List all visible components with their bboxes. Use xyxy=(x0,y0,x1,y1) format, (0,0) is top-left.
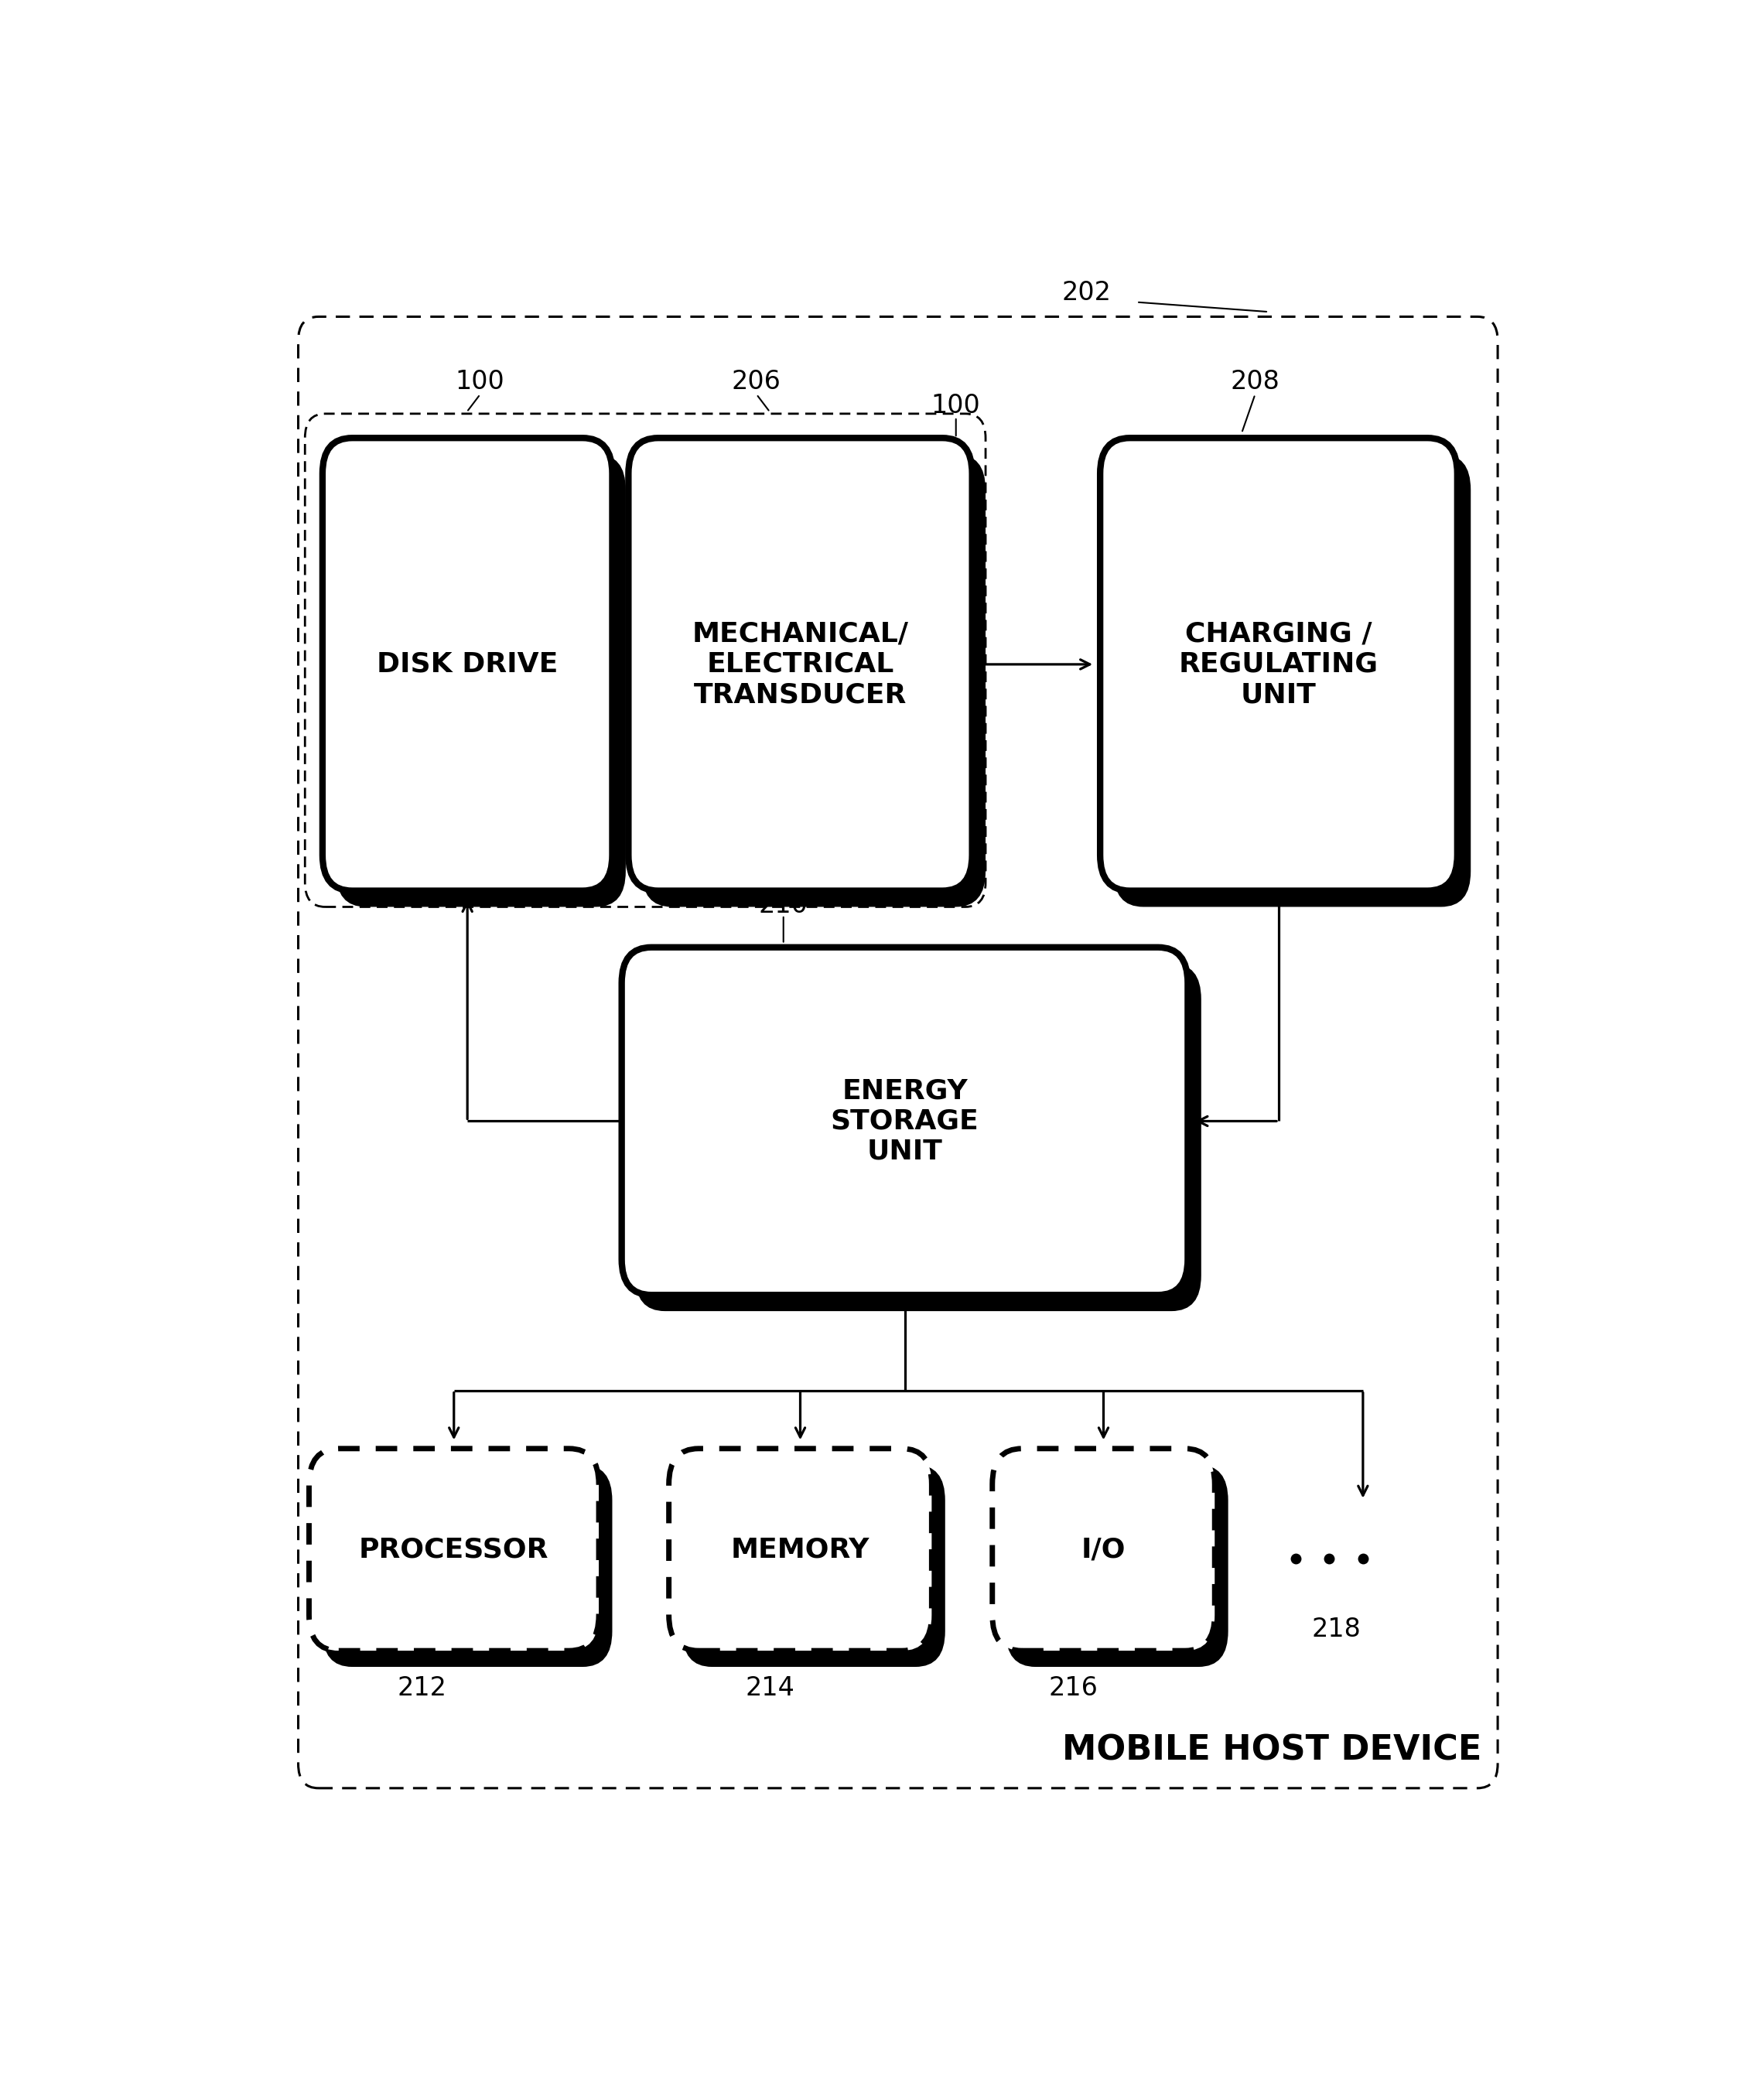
Text: 214: 214 xyxy=(746,1676,795,1701)
FancyBboxPatch shape xyxy=(322,1466,612,1667)
Text: 210: 210 xyxy=(758,892,809,918)
Text: I/O: I/O xyxy=(1082,1537,1125,1562)
FancyBboxPatch shape xyxy=(336,454,626,907)
FancyBboxPatch shape xyxy=(1005,1466,1228,1667)
Text: DISK DRIVE: DISK DRIVE xyxy=(377,651,558,678)
FancyBboxPatch shape xyxy=(993,1449,1214,1651)
Text: 100: 100 xyxy=(932,393,981,418)
FancyBboxPatch shape xyxy=(682,1466,946,1667)
FancyBboxPatch shape xyxy=(1113,454,1471,907)
FancyBboxPatch shape xyxy=(1101,439,1457,890)
FancyBboxPatch shape xyxy=(623,947,1188,1296)
Text: 208: 208 xyxy=(1231,370,1280,395)
Text: MOBILE HOST DEVICE: MOBILE HOST DEVICE xyxy=(1063,1735,1482,1766)
Text: 206: 206 xyxy=(732,370,781,395)
Text: ENERGY
STORAGE
UNIT: ENERGY STORAGE UNIT xyxy=(831,1077,979,1166)
Text: 202: 202 xyxy=(1063,279,1111,304)
FancyBboxPatch shape xyxy=(642,454,986,907)
FancyBboxPatch shape xyxy=(322,439,612,890)
Text: 100: 100 xyxy=(456,370,504,395)
FancyBboxPatch shape xyxy=(310,1449,598,1651)
Text: CHARGING /
REGULATING
UNIT: CHARGING / REGULATING UNIT xyxy=(1179,622,1379,708)
Text: 216: 216 xyxy=(1049,1676,1097,1701)
Text: MEMORY: MEMORY xyxy=(730,1537,870,1562)
FancyBboxPatch shape xyxy=(635,964,1202,1310)
FancyBboxPatch shape xyxy=(670,1449,932,1651)
Text: 212: 212 xyxy=(398,1676,447,1701)
Text: PROCESSOR: PROCESSOR xyxy=(358,1537,550,1562)
Text: MECHANICAL/
ELECTRICAL
TRANSDUCER: MECHANICAL/ ELECTRICAL TRANSDUCER xyxy=(692,622,908,708)
Text: 218: 218 xyxy=(1311,1617,1360,1642)
FancyBboxPatch shape xyxy=(628,439,972,890)
